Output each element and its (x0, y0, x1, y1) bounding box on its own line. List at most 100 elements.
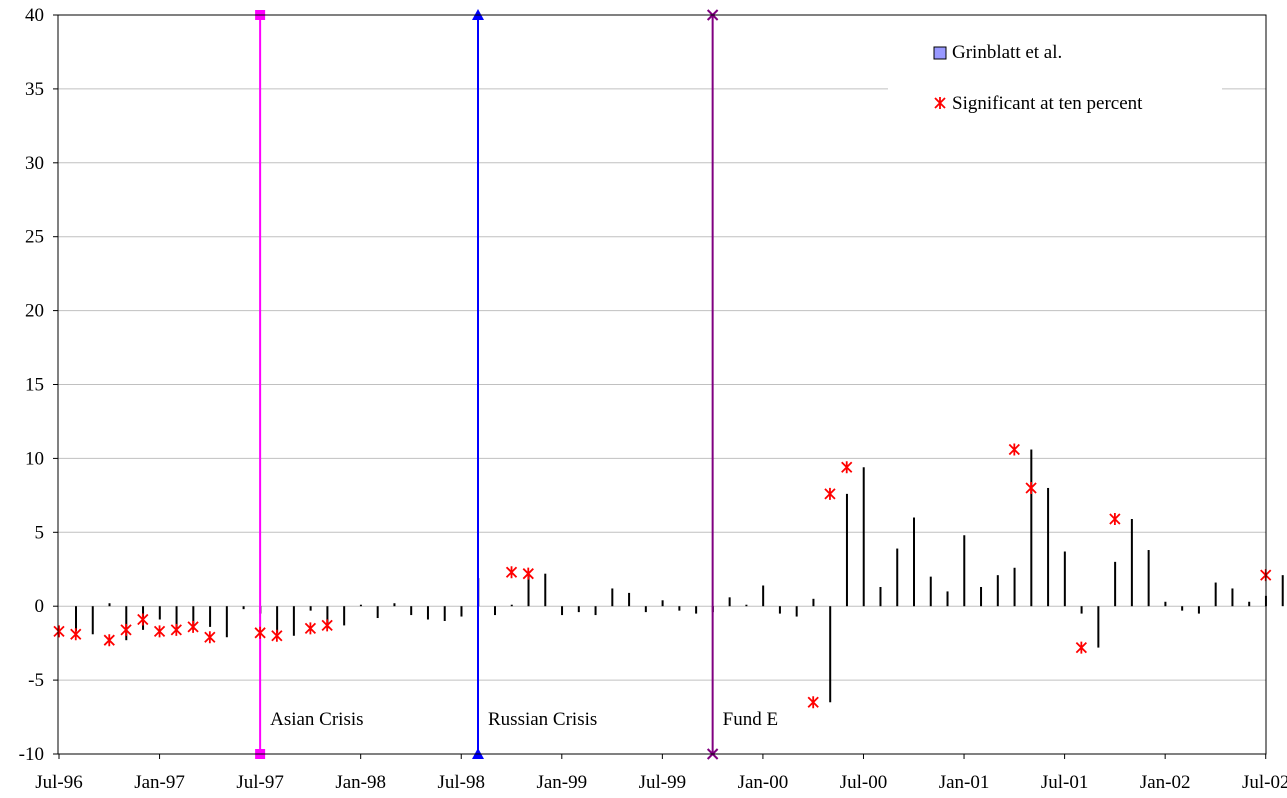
bar (1164, 601, 1167, 607)
bar (75, 606, 77, 632)
bar (1231, 588, 1234, 607)
bar (1248, 601, 1251, 607)
bar (644, 606, 647, 613)
y-tick-label: 35 (25, 79, 44, 100)
bar (410, 606, 413, 616)
bar (1063, 551, 1066, 607)
bar (594, 606, 597, 616)
bar (996, 575, 999, 607)
bar (862, 467, 865, 607)
significance-marker (120, 623, 132, 636)
significance-marker (1008, 443, 1020, 456)
significance-marker (1075, 641, 1087, 654)
bar (678, 606, 681, 611)
x-axis-ticks: Jul-96 Jan-97 Jul-97 Jan-98 Jul-98 Jan-99 Jul-… (35, 754, 1287, 793)
x-tick-label: Jan-00 (738, 772, 789, 793)
legend-label: Significant at ten percent (952, 93, 1143, 114)
bar (812, 598, 815, 607)
significance-marker (271, 629, 283, 642)
significance-marker (103, 634, 115, 647)
legend-swatch-star (934, 97, 946, 109)
bar (695, 606, 698, 614)
significance-marker (807, 696, 819, 709)
y-tick-label: 15 (25, 375, 44, 396)
bar (1281, 575, 1284, 607)
bar (1013, 567, 1016, 607)
bar (426, 606, 429, 620)
bar (1080, 606, 1083, 614)
bar (913, 517, 915, 607)
x-tick-label: Jul-99 (639, 772, 687, 793)
bar (1130, 518, 1133, 607)
y-tick-label: 20 (25, 301, 44, 322)
bar (527, 572, 530, 607)
x-tick-label: Jan-02 (1140, 772, 1191, 793)
x-tick-label: Jul-98 (437, 772, 485, 793)
bar (1197, 606, 1200, 614)
bar (393, 603, 396, 607)
y-tick-label: 25 (25, 227, 44, 248)
bar (510, 604, 513, 607)
bar (929, 576, 932, 607)
significance-marker (321, 619, 333, 632)
x-tick-label: Jul-01 (1041, 772, 1089, 793)
bar (209, 606, 212, 627)
significance-marker (153, 625, 166, 638)
x-tick-label: Jul-97 (236, 772, 284, 793)
significance-marker (841, 461, 853, 474)
bar (963, 535, 966, 607)
significance-marker (53, 625, 65, 638)
bar (845, 493, 848, 607)
legend: Grinblatt et al. Significant at ten perce… (888, 31, 1222, 141)
y-tick-label: -10 (19, 744, 44, 765)
bar (326, 606, 329, 629)
significance-marker (824, 487, 836, 500)
event-label: Russian Crisis (488, 709, 597, 730)
x-tick-label: Jul-00 (840, 772, 888, 793)
bar (276, 606, 279, 633)
bar (829, 606, 832, 703)
bar (1147, 550, 1150, 607)
bar (158, 606, 161, 620)
bar (762, 585, 765, 607)
bar (946, 591, 949, 607)
bar (494, 606, 496, 616)
bar (1097, 606, 1100, 648)
bar (108, 603, 111, 607)
bar (175, 606, 178, 632)
bar (460, 606, 463, 617)
bar (879, 586, 882, 607)
bar (778, 606, 781, 614)
bar (577, 606, 580, 613)
significance-marker (522, 567, 534, 580)
x-tick-label: Jul-02 (1242, 772, 1287, 793)
legend-swatch-bar (933, 46, 947, 60)
bar (125, 606, 128, 641)
bar (628, 592, 631, 607)
x-tick-label: Jan-98 (335, 772, 386, 793)
bar (91, 606, 94, 635)
bar (1214, 582, 1217, 607)
event-label: Asian Crisis (270, 709, 363, 730)
bar (309, 606, 312, 611)
significance-marker (70, 628, 82, 641)
bar (980, 586, 983, 607)
significance-marker (505, 566, 518, 579)
significance-marker (1109, 512, 1121, 525)
significance-marker (137, 613, 149, 626)
significance-marker (304, 622, 317, 635)
bar (1047, 487, 1050, 607)
bar (343, 606, 346, 626)
bar (745, 604, 748, 607)
bar (292, 606, 295, 636)
significance-marker (170, 623, 182, 636)
significance-marker (1025, 481, 1037, 494)
legend-label: Grinblatt et al. (952, 42, 1062, 63)
x-tick-label: Jul-96 (35, 772, 83, 793)
y-tick-label: 40 (25, 5, 44, 26)
bar-series (75, 449, 1284, 703)
bar (359, 604, 362, 607)
x-tick-label: Jan-99 (536, 772, 587, 793)
bar (1181, 606, 1184, 611)
bar (242, 606, 245, 610)
